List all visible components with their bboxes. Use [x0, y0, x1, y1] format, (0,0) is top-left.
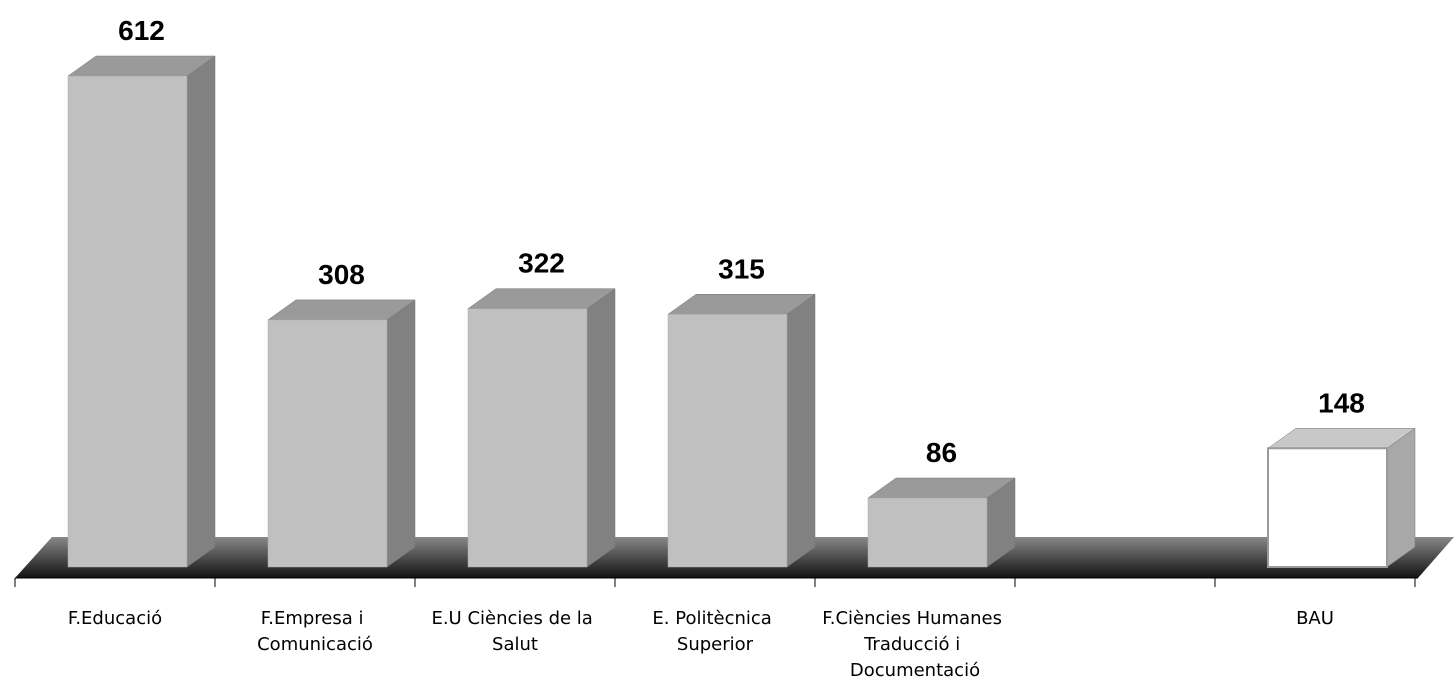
bar [667, 314, 788, 568]
x-tick-label: F.Ciències Humanes Traducció i Documenta… [822, 608, 1007, 681]
x-tick-label: E. Politècnica Superior [652, 608, 777, 655]
bar-side [786, 293, 816, 568]
value-label: 315 [718, 253, 765, 284]
value-label: 148 [1318, 387, 1365, 418]
value-label: 322 [518, 248, 565, 279]
x-tick-label: BAU [1296, 608, 1334, 629]
value-label: 308 [318, 259, 365, 290]
x-tick-label: F.Educació [68, 608, 162, 629]
x-tick-label: F.Empresa i Comunicació [257, 608, 373, 655]
bar [867, 497, 988, 568]
bar-side [386, 299, 416, 568]
bar-side [1386, 427, 1416, 568]
bar [1267, 447, 1388, 569]
x-tick-label: E.U Ciències de la Salut [431, 608, 598, 655]
bar [267, 319, 388, 568]
value-label: 86 [926, 437, 957, 468]
value-label: 612 [118, 15, 165, 46]
bar-side [186, 55, 216, 568]
bar [467, 308, 588, 568]
bar-side [586, 288, 616, 568]
bar [67, 75, 188, 568]
